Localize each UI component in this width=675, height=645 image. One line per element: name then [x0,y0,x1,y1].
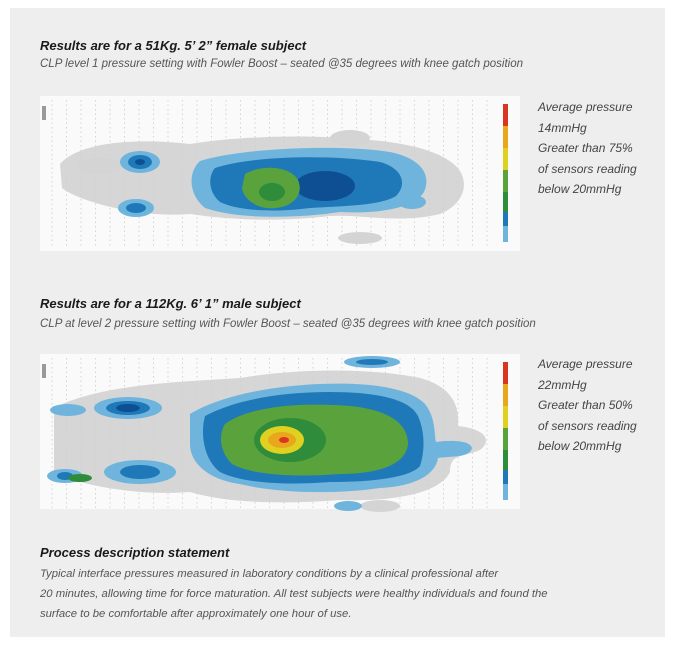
scale-bar-segment [503,226,508,242]
stat-line: of sensors reading [538,418,637,433]
process-paragraph: Typical interface pressures measured in … [40,564,660,624]
scale-bar-segment [503,428,508,450]
scale-bar-segment [503,406,508,428]
stat-line: 14mmHg [538,120,587,135]
section-2-subline: CLP at level 2 pressure setting with Fow… [40,318,536,330]
scale-bar-segment [503,192,508,212]
section-1-stats: Average pressure 14mmHg Greater than 75%… [538,97,663,200]
scale-handle [42,364,46,378]
scale-bar-segment [503,484,508,500]
scale-bar-segment [503,362,508,384]
pressure-zone-low [330,130,370,146]
stat-line: 22mmHg [538,377,587,392]
process-line: Typical interface pressures measured in … [40,568,499,580]
pressure-map-female [40,96,520,251]
pressure-zone-light-blue [398,195,426,209]
stat-line: below 20mmHg [538,439,622,453]
process-line: 20 minutes, allowing time for force matu… [40,588,548,600]
pressure-zone-low [78,158,122,174]
pressure-map-male-svg [42,356,508,512]
pressure-zone-green [68,474,92,482]
pressure-zone-light-blue [50,404,86,416]
stat-line: of sensors reading [538,161,637,176]
pressure-map-female-svg [42,100,508,247]
content-panel: Results are for a 51Kg. 5’ 2” female sub… [10,8,665,637]
stat-line: Average pressure [538,100,633,114]
section-2-stats: Average pressure 22mmHg Greater than 50%… [538,354,663,457]
pressure-zone-low [338,232,382,244]
pressure-zone-dark-blue [135,159,145,165]
scale-bar-segment [503,450,508,470]
pressure-zone-blue [126,203,146,213]
pressure-zone-dark-blue [295,171,355,201]
scale-bar-segment [503,170,508,192]
process-heading: Process description statement [40,545,230,560]
process-line: surface to be comfortable after approxim… [40,608,352,620]
stat-line: Average pressure [538,357,633,371]
pressure-map-male [40,354,520,512]
section-2-heading: Results are for a 112Kg. 6’ 1” male subj… [40,296,301,311]
scale-bar-segment [503,126,508,148]
pressure-zone-dark-green [259,183,285,201]
stat-line: below 20mmHg [538,182,622,196]
pressure-zone-light-blue [334,501,362,511]
pressure-zone-low [360,500,400,512]
scale-bar-segment [503,212,508,226]
stat-line: Greater than 75% [538,141,633,155]
scale-bar-segment [503,148,508,170]
scale-bar-segment [503,104,508,126]
pressure-zone-dark-blue [116,404,140,412]
section-1-heading: Results are for a 51Kg. 5’ 2” female sub… [40,38,307,53]
pressure-zone-red [279,437,289,443]
scale-handle [42,106,46,120]
stat-line: Greater than 50% [538,398,633,412]
pressure-zone-blue [120,465,160,479]
pressure-zone-blue [356,359,388,365]
scale-bar-segment [503,470,508,484]
scale-bar-segment [503,384,508,406]
section-1-subline: CLP level 1 pressure setting with Fowler… [40,58,524,70]
